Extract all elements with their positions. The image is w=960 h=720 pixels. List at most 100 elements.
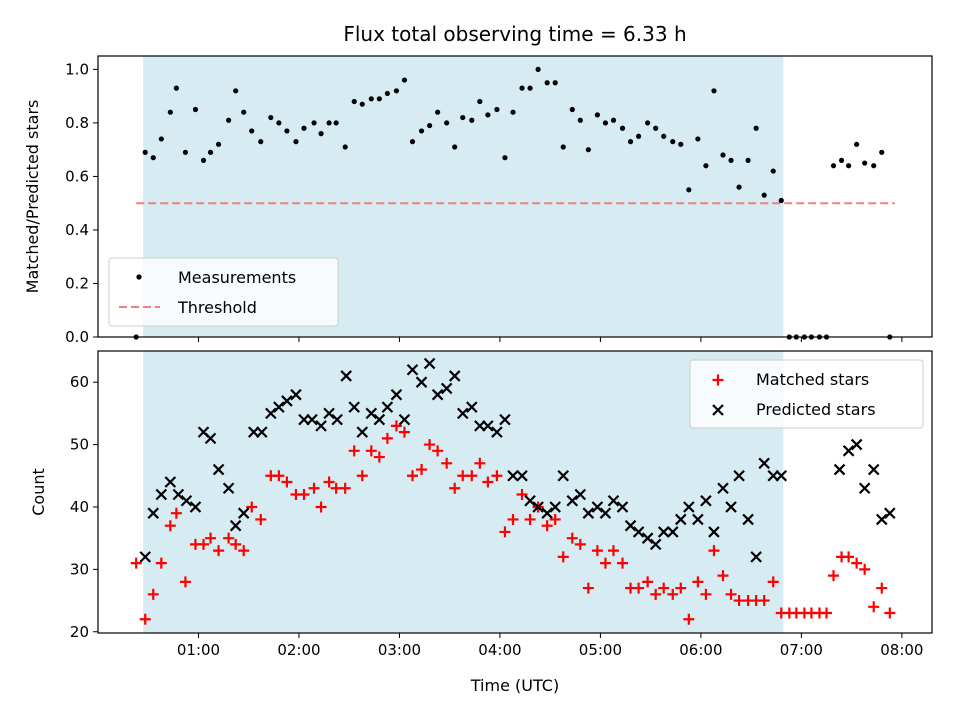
predicted-star-point bbox=[172, 488, 185, 501]
measurement-point bbox=[602, 120, 609, 126]
matched-star-point bbox=[466, 470, 478, 482]
measurement-point bbox=[871, 163, 877, 169]
measurement-point bbox=[862, 160, 868, 166]
matched-star-point bbox=[323, 476, 335, 488]
predicted-star-point bbox=[180, 494, 193, 507]
predicted-star-point bbox=[591, 501, 604, 513]
measurement-point bbox=[635, 133, 642, 139]
predicted-star-point bbox=[356, 426, 369, 438]
measurement-point bbox=[502, 155, 508, 161]
matched-star-point bbox=[407, 470, 419, 482]
predicted-star-point bbox=[315, 420, 327, 432]
predicted-star-point bbox=[632, 526, 645, 538]
x-tick-label: 03:00 bbox=[378, 641, 421, 659]
measurement-point bbox=[761, 192, 767, 198]
count-y-ticks: 20 30 40 50 60 bbox=[70, 373, 98, 641]
measurement-point bbox=[686, 187, 692, 193]
measurement-point bbox=[544, 80, 550, 86]
matched-star-point bbox=[356, 470, 368, 482]
matched-star-point bbox=[557, 551, 569, 563]
y-tick-label: 1.0 bbox=[65, 60, 89, 78]
predicted-star-point bbox=[833, 463, 846, 476]
ratio-y-axis-label: Matched/Predicted stars bbox=[23, 100, 42, 294]
measurement-point bbox=[594, 112, 600, 118]
predicted-star-point bbox=[155, 488, 168, 501]
measurement-point bbox=[519, 85, 525, 91]
x-tick-label: 04:00 bbox=[478, 641, 521, 659]
predicted-star-point bbox=[649, 538, 662, 551]
matched-star-point bbox=[683, 613, 695, 625]
measurement-point bbox=[173, 85, 179, 91]
count-legend-box bbox=[689, 359, 924, 429]
predicted-star-point bbox=[516, 470, 528, 482]
measurement-point bbox=[359, 101, 365, 107]
predicted-star-point bbox=[616, 501, 629, 513]
matched-star-point bbox=[179, 576, 191, 588]
predicted-star-point bbox=[499, 413, 511, 426]
predicted-star-point bbox=[273, 401, 285, 413]
measurement-point bbox=[342, 144, 348, 150]
matched-star-point bbox=[348, 445, 360, 457]
matched-star-point bbox=[381, 432, 393, 444]
y-tick-label: 40 bbox=[70, 498, 89, 516]
measurement-point bbox=[678, 141, 684, 147]
predicted-star-point bbox=[675, 513, 687, 526]
ratio-legend: Measurements Threshold bbox=[108, 257, 339, 327]
matched-star-point bbox=[642, 576, 654, 588]
y-tick-label: 0.4 bbox=[65, 221, 89, 239]
matched-star-point bbox=[700, 588, 712, 600]
predicted-star-point bbox=[381, 401, 394, 413]
measurement-point bbox=[368, 96, 374, 102]
predicted-star-point bbox=[448, 370, 461, 382]
measurement-point bbox=[207, 149, 214, 155]
x-tick-label: 02:00 bbox=[277, 641, 320, 659]
matched-star-point bbox=[315, 501, 327, 513]
legend-measurements-marker bbox=[136, 274, 142, 280]
count-axes-frame bbox=[97, 350, 933, 634]
matched-star-point bbox=[139, 613, 151, 625]
measurement-point bbox=[569, 106, 575, 113]
predicted-star-point bbox=[390, 388, 403, 401]
predicted-star-point bbox=[323, 407, 335, 420]
measurement-point bbox=[670, 139, 676, 145]
predicted-star-point bbox=[742, 513, 754, 526]
predicted-star-point bbox=[549, 501, 561, 513]
measurement-point bbox=[258, 139, 264, 145]
matched-star-point bbox=[416, 464, 428, 476]
matched-star-point bbox=[524, 513, 536, 525]
measurement-point bbox=[226, 117, 232, 123]
measurement-point bbox=[846, 163, 852, 169]
measurement-points bbox=[133, 66, 893, 340]
x-tick-label: 07:00 bbox=[780, 641, 823, 659]
measurement-point bbox=[778, 197, 784, 204]
matched-star-point bbox=[667, 588, 679, 600]
measurement-point bbox=[167, 109, 173, 115]
matched-star-point bbox=[255, 513, 267, 525]
predicted-star-point bbox=[657, 526, 670, 538]
matched-star-point bbox=[130, 557, 142, 569]
measurement-point bbox=[619, 125, 626, 131]
matched-star-point bbox=[424, 439, 436, 451]
predicted-star-point bbox=[507, 470, 519, 482]
predicted-star-point bbox=[331, 413, 343, 426]
predicted-star-point bbox=[398, 413, 411, 426]
measurement-point bbox=[736, 184, 742, 190]
measurement-point bbox=[494, 106, 500, 113]
predicted-star-point bbox=[566, 494, 579, 507]
matched-star-point bbox=[246, 501, 258, 513]
ratio-x-ticks bbox=[197, 337, 903, 342]
measurement-point bbox=[653, 125, 659, 131]
measurement-point bbox=[460, 114, 466, 121]
observing-window-shading bbox=[143, 351, 784, 633]
matched-star-point bbox=[541, 520, 553, 532]
predicted-star-point bbox=[281, 395, 293, 407]
predicted-star-point bbox=[229, 519, 242, 532]
matched-star-point bbox=[767, 576, 779, 588]
predicted-star-point bbox=[599, 507, 612, 519]
matched-star-point bbox=[238, 545, 250, 557]
predicted-star-point bbox=[582, 507, 595, 519]
predicted-star-point bbox=[884, 507, 896, 519]
matched-star-point bbox=[432, 445, 444, 457]
y-tick-label: 0.6 bbox=[65, 167, 89, 185]
